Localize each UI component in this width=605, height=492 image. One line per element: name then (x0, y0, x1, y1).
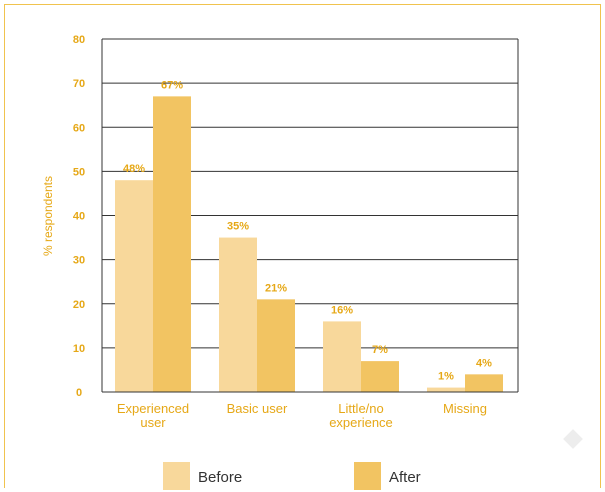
category-label: Missing (443, 401, 487, 416)
y-tick-label: 50 (73, 166, 85, 178)
bar-before-2 (323, 321, 361, 392)
legend-label-before: Before (198, 469, 242, 486)
data-label-before-1: 35% (227, 221, 249, 233)
y-tick-label: 30 (73, 255, 85, 267)
y-tick-label: 10 (73, 343, 85, 355)
y-tick-label: 20 (73, 299, 85, 311)
data-label-after-3: 4% (476, 357, 492, 369)
y-axis-label: % respondents (41, 176, 55, 256)
category-label: Basic user (227, 401, 288, 416)
y-tick-label: 60 (73, 122, 85, 134)
chart-frame (4, 4, 601, 488)
data-label-before-0: 48% (123, 163, 145, 175)
data-label-before-3: 1% (438, 371, 454, 383)
bar-before-1 (219, 237, 257, 392)
data-label-after-2: 7% (372, 344, 388, 356)
data-labels: 48% 67% 35% 21% 16% 7% 1% 4% (123, 79, 492, 382)
bar-after-2 (361, 361, 399, 392)
legend-label-after: After (389, 469, 421, 486)
legend-swatch-after (354, 462, 381, 490)
y-tick-label: 80 (73, 34, 85, 46)
bars (115, 96, 503, 393)
y-tick-label: 70 (73, 78, 85, 90)
axes (101, 39, 519, 393)
legend-swatch-before (163, 462, 190, 490)
bar-after-3 (465, 374, 503, 392)
data-label-after-0: 67% (161, 79, 183, 91)
bar-after-0 (153, 96, 191, 393)
bar-after-1 (257, 299, 295, 392)
bar-before-3 (427, 387, 465, 392)
y-tick-label: 0 (76, 387, 82, 399)
category-label: Experienced (117, 401, 189, 416)
legend: Before After (163, 462, 421, 490)
data-label-before-2: 16% (331, 304, 353, 316)
category-label: user (140, 415, 166, 430)
category-label: experience (329, 415, 393, 430)
y-tick-label: 40 (73, 211, 85, 223)
data-label-after-1: 21% (265, 282, 287, 294)
bar-before-0 (115, 180, 153, 392)
category-label: Little/no (338, 401, 384, 416)
y-tick-labels: 0 10 20 30 40 50 60 70 80 (73, 34, 85, 399)
